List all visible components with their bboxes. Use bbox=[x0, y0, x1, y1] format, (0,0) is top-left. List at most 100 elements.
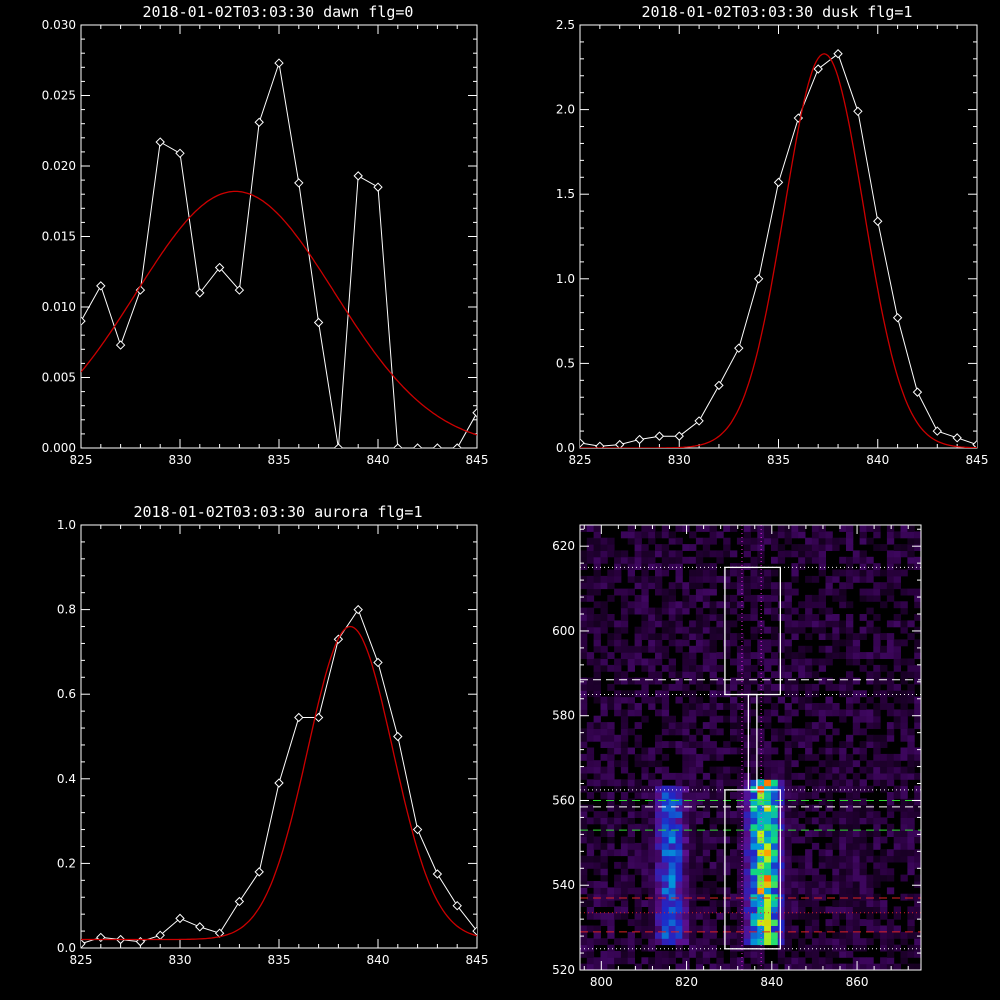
heatmap-cell bbox=[798, 626, 806, 634]
heatmap-cell bbox=[771, 849, 779, 857]
data-point-marker bbox=[254, 117, 264, 127]
heatmap-cell bbox=[627, 658, 635, 666]
heatmap-cell bbox=[757, 544, 765, 551]
heatmap-cell bbox=[661, 855, 670, 863]
heatmap-cell bbox=[661, 811, 670, 818]
heatmap-cell bbox=[593, 836, 601, 844]
heatmap-cell bbox=[709, 690, 717, 698]
heatmap-cell bbox=[689, 881, 697, 888]
heatmap-cell bbox=[689, 919, 697, 926]
heatmap-cell bbox=[914, 722, 921, 729]
heatmap-cell bbox=[641, 925, 649, 933]
heatmap-cell bbox=[736, 601, 745, 609]
heatmap-cell bbox=[784, 664, 792, 672]
heatmap-cell bbox=[634, 582, 642, 590]
heatmap-cell bbox=[907, 690, 915, 698]
heatmap-cell bbox=[586, 906, 595, 914]
heatmap-cell bbox=[832, 887, 840, 895]
heatmap-cell bbox=[805, 817, 813, 825]
heatmap-cell bbox=[648, 607, 656, 615]
heatmap-cell bbox=[689, 715, 697, 723]
heatmap-cell bbox=[798, 963, 806, 970]
heatmap-cell bbox=[811, 626, 820, 634]
heatmap-cell bbox=[893, 849, 901, 857]
heatmap-cell bbox=[818, 881, 826, 888]
heatmap-cell bbox=[641, 804, 649, 812]
data-point-marker bbox=[115, 340, 126, 350]
heatmap-cell bbox=[641, 957, 649, 965]
heatmap-cell bbox=[873, 855, 881, 863]
x-tick-label: 800 bbox=[590, 975, 613, 989]
heatmap-cell bbox=[682, 861, 690, 869]
heatmap-cell bbox=[627, 525, 635, 532]
heatmap-cell bbox=[771, 671, 779, 679]
heatmap-cell bbox=[784, 715, 792, 723]
heatmap-cell bbox=[702, 830, 711, 837]
heatmap-cell bbox=[764, 906, 772, 914]
heatmap-cell bbox=[593, 861, 601, 869]
heatmap-cell bbox=[730, 601, 738, 609]
heatmap-cell bbox=[777, 811, 786, 818]
heatmap-cell bbox=[784, 582, 792, 590]
heatmap-cell bbox=[771, 893, 779, 901]
heatmap-cell bbox=[593, 633, 601, 640]
heatmap-cell bbox=[634, 887, 642, 895]
heatmap-cell bbox=[702, 772, 711, 780]
heatmap-cell bbox=[750, 766, 758, 774]
heatmap-cell bbox=[818, 830, 826, 837]
heatmap-cell bbox=[750, 874, 758, 882]
heatmap-cell bbox=[743, 881, 751, 888]
heatmap-cell bbox=[811, 734, 820, 742]
heatmap-cell bbox=[682, 588, 690, 596]
heatmap-cell bbox=[818, 544, 826, 551]
heatmap-cell bbox=[661, 633, 670, 640]
heatmap-cell bbox=[620, 760, 629, 768]
heatmap-cell bbox=[784, 938, 792, 946]
heatmap-cell bbox=[634, 601, 642, 609]
data-point-marker bbox=[452, 900, 462, 911]
heatmap-cell bbox=[873, 626, 881, 634]
heatmap-cell bbox=[627, 652, 635, 659]
heatmap-cell bbox=[736, 944, 745, 952]
heatmap-cell bbox=[620, 950, 629, 958]
heatmap-cell bbox=[846, 906, 854, 914]
heatmap-cell bbox=[839, 525, 847, 532]
heatmap-cell bbox=[907, 537, 915, 545]
heatmap-cell bbox=[716, 556, 724, 564]
heatmap-cell bbox=[750, 836, 758, 844]
heatmap-cell bbox=[620, 556, 629, 564]
heatmap-cell bbox=[764, 881, 772, 888]
heatmap-cell bbox=[907, 772, 915, 780]
heatmap-cell bbox=[873, 703, 881, 710]
heatmap-cell bbox=[634, 849, 642, 857]
heatmap-cell bbox=[825, 842, 833, 850]
heatmap-cell bbox=[900, 658, 908, 666]
heatmap-cell bbox=[764, 868, 772, 876]
heatmap-cell bbox=[859, 525, 867, 532]
heatmap-cell bbox=[764, 849, 772, 857]
heatmap-cell bbox=[709, 817, 717, 825]
heatmap-cell bbox=[764, 830, 772, 837]
heatmap-cell bbox=[825, 696, 833, 704]
heatmap-cell bbox=[689, 944, 697, 952]
heatmap-cell bbox=[907, 633, 915, 640]
heatmap-cell bbox=[914, 874, 921, 882]
heatmap-cell bbox=[593, 760, 601, 768]
heatmap-cell bbox=[832, 906, 840, 914]
heatmap-cell bbox=[695, 868, 704, 876]
heatmap-cell bbox=[675, 639, 683, 647]
heatmap-cell bbox=[791, 664, 799, 672]
heatmap-cell bbox=[852, 811, 861, 818]
y-tick-label: 0.5 bbox=[556, 356, 575, 370]
heatmap-cell bbox=[777, 938, 786, 946]
heatmap-cell bbox=[675, 563, 683, 570]
heatmap-cell bbox=[689, 652, 697, 659]
heatmap-cell bbox=[852, 887, 861, 895]
heatmap-cell bbox=[818, 760, 826, 768]
heatmap-cell bbox=[893, 556, 901, 564]
heatmap-cell bbox=[846, 741, 854, 748]
heatmap-cell bbox=[914, 556, 921, 564]
heatmap-cell bbox=[873, 569, 881, 577]
data-line bbox=[81, 608, 477, 945]
heatmap-cell bbox=[818, 893, 826, 901]
